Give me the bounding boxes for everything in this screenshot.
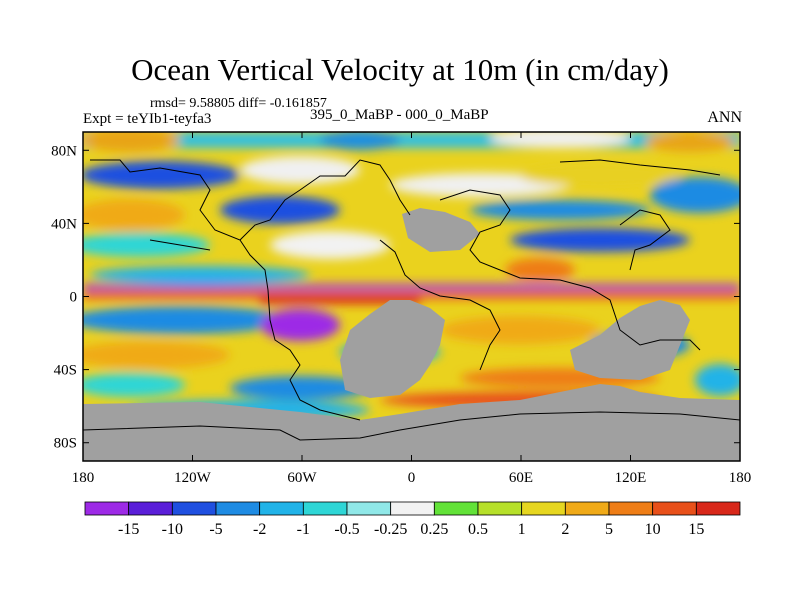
colorbar-label: -2 [253, 521, 266, 538]
experiment-label: Expt = teYIb1-teyfa3 [83, 111, 212, 127]
y-tick-label: 0 [70, 290, 78, 306]
colorbar-label: -5 [209, 521, 222, 538]
velocity-field [83, 132, 740, 461]
colorbar-swatch [128, 501, 173, 516]
y-tick-label: 80N [51, 143, 77, 159]
colorbar-label: -15 [118, 521, 139, 538]
season-label: ANN [707, 109, 742, 126]
comparison-label: 395_0_MaBP - 000_0_MaBP [310, 107, 489, 123]
colorbar-swatch [521, 501, 566, 516]
x-tick-label: 180 [729, 470, 752, 486]
colorbar-label: 5 [605, 521, 613, 538]
x-tick-label: 120E [615, 470, 647, 486]
colorbar-label: 15 [688, 521, 704, 538]
colorbar-swatch [433, 501, 479, 516]
colorbar-swatch [695, 501, 741, 516]
land-mask [83, 208, 740, 461]
colorbar-label: -0.5 [334, 521, 359, 538]
y-tick-label: 80S [54, 436, 77, 452]
x-tick-label: 60W [287, 470, 317, 486]
colorbar: -15 -10 -5 -2 -1 -0.5 -0.25 0.25 0.5 1 2 5 10 15 [84, 501, 741, 538]
colorbar-swatch [215, 501, 261, 516]
y-tick-label: 40S [54, 363, 77, 379]
colorbar-swatch [302, 501, 348, 516]
colorbar-label: 2 [561, 521, 569, 538]
colorbar-label: -0.25 [374, 521, 407, 538]
colorbar-label: 0.25 [420, 521, 448, 538]
colorbar-label: -10 [162, 521, 183, 538]
colorbar-label: 10 [645, 521, 661, 538]
x-axis: 180 120W 60W 0 60E 120E 180 [72, 132, 752, 486]
colorbar-swatch [259, 501, 304, 516]
colorbar-swatch [84, 501, 130, 516]
colorbar-swatch [171, 501, 217, 516]
x-tick-label: 120W [174, 470, 212, 486]
colorbar-swatch [390, 501, 435, 516]
x-tick-label: 60E [509, 470, 533, 486]
x-tick-label: 0 [408, 470, 416, 486]
y-tick-label: 40N [51, 216, 77, 232]
colorbar-swatch [564, 501, 610, 516]
colorbar-label: 1 [518, 521, 526, 538]
colorbar-label: -1 [297, 521, 310, 538]
y-axis: 80N 40N 0 40S 80S [51, 143, 740, 452]
stats-label: rmsd= 9.58805 diff= -0.161857 [150, 96, 327, 111]
colorbar-swatch [608, 501, 654, 516]
colorbar-swatch [652, 501, 697, 516]
chart-title: Ocean Vertical Velocity at 10m (in cm/da… [131, 52, 669, 87]
colorbar-label: 0.5 [468, 521, 488, 538]
x-tick-label: 180 [72, 470, 95, 486]
coastlines [83, 159, 740, 441]
colorbar-swatch [477, 501, 523, 516]
colorbar-swatch [346, 501, 392, 516]
